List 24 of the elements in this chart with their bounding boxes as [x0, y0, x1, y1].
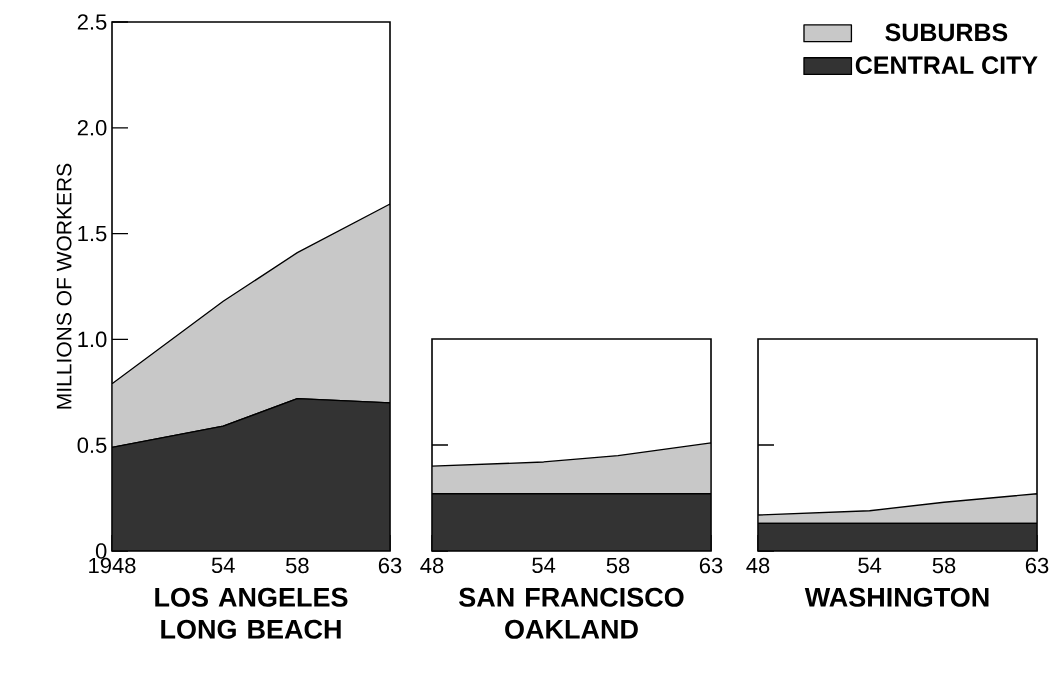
x-tick-label: 63 — [699, 557, 723, 574]
x-tick-label: 58 — [606, 557, 630, 574]
y-axis-title: MILLIONS OF WORKERS — [56, 163, 72, 409]
y-tick-label: 1.0 — [78, 331, 107, 348]
x-tick-label: 54 — [858, 557, 882, 574]
x-tick-label: 54 — [532, 557, 556, 574]
text: LOS ANGELES LONG BEACH — [155, 587, 348, 639]
legend-label: CENTRAL CITY — [855, 56, 1038, 75]
y-tick-label: 0 — [95, 543, 107, 559]
x-tick-label: 58 — [285, 557, 309, 574]
legend-label: SUBURBS — [885, 23, 1008, 42]
x-tick-label: 58 — [932, 557, 956, 574]
x-tick-label: 63 — [378, 557, 402, 574]
y-tick-label: 0.5 — [77, 437, 107, 453]
x-tick-label: 63 — [1025, 557, 1049, 574]
x-tick-label: 48 — [746, 557, 770, 574]
y-tick-label: 1.5 — [78, 225, 107, 242]
text: SAN FRANCISCO OAKLAND — [459, 587, 684, 639]
text: WASHINGTON — [804, 587, 989, 607]
y-tick-label: 2.0 — [77, 120, 107, 136]
x-tick-label: 54 — [211, 557, 235, 574]
y-tick-label: 2.5 — [77, 14, 107, 30]
x-tick-label: 48 — [420, 557, 444, 574]
x-tick-label: 1948 — [89, 557, 136, 574]
